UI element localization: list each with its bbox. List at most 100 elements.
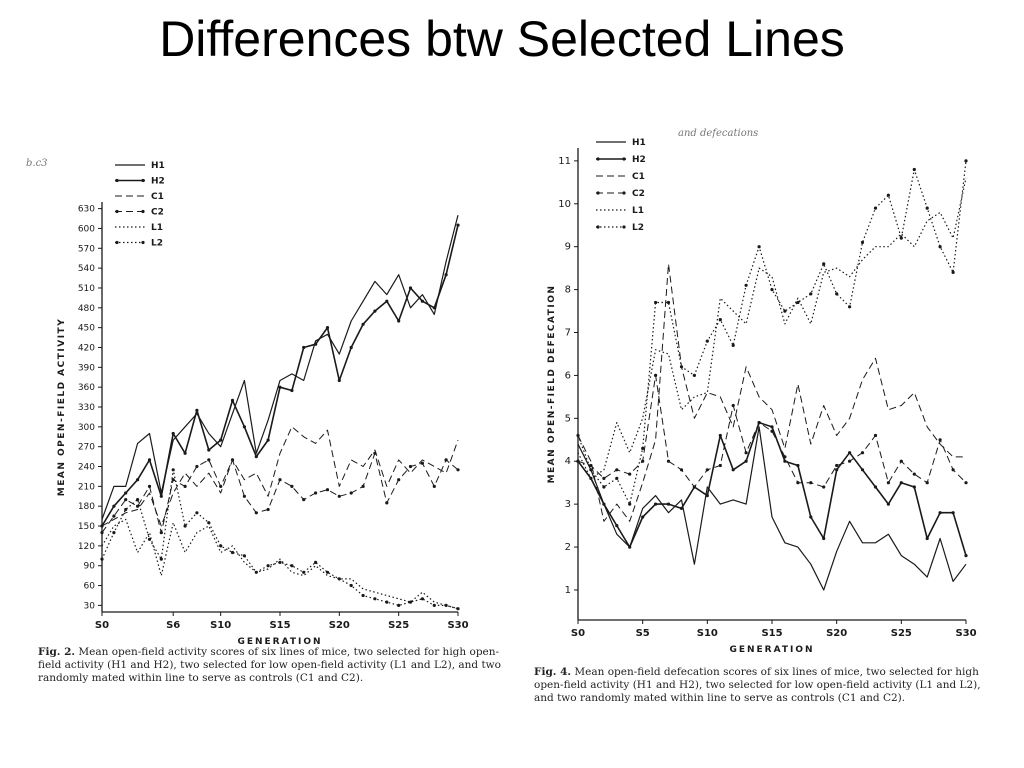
data-point-h2	[951, 511, 955, 515]
data-point-c2	[925, 481, 929, 485]
data-point-l2	[951, 270, 955, 274]
legend-marker	[622, 191, 626, 195]
data-point-l2	[432, 603, 436, 607]
x-tick-label: S0	[95, 620, 109, 631]
data-point-l2	[886, 193, 890, 197]
data-point-h2	[432, 306, 436, 310]
data-point-c2	[628, 472, 632, 476]
data-point-c2	[692, 485, 696, 489]
data-point-h2	[373, 309, 377, 313]
legend-label-c2: C2	[632, 189, 645, 199]
y-tick-label: 300	[78, 423, 95, 433]
data-point-h2	[809, 515, 813, 519]
data-point-c2	[159, 531, 163, 535]
data-point-c2	[899, 459, 903, 463]
data-point-l2	[835, 292, 839, 296]
data-point-h2	[397, 319, 401, 323]
data-point-c2	[783, 455, 787, 459]
y-tick-label: 150	[78, 522, 95, 532]
scan-annotation: and defecations	[678, 128, 759, 139]
x-tick-label: S15	[761, 628, 782, 639]
data-point-c2	[171, 478, 175, 482]
data-point-c2	[809, 481, 813, 485]
data-point-c2	[886, 481, 890, 485]
data-point-h2	[171, 431, 175, 436]
data-point-c2	[207, 458, 211, 462]
y-tick-label: 1	[565, 585, 571, 596]
legend-marker	[596, 225, 600, 229]
data-point-l2	[589, 468, 593, 472]
data-point-l2	[912, 167, 916, 172]
data-point-l2	[628, 502, 632, 506]
data-point-c2	[444, 458, 448, 462]
data-point-l2	[207, 521, 211, 525]
data-point-l2	[654, 300, 658, 305]
x-tick-label: S0	[571, 628, 585, 639]
legend-marker	[622, 225, 626, 229]
data-point-h2	[938, 511, 942, 515]
data-point-h2	[385, 299, 389, 303]
data-point-c2	[397, 478, 401, 482]
x-tick-label: S30	[447, 620, 468, 631]
data-point-c2	[654, 373, 658, 377]
data-point-h2	[770, 425, 774, 429]
data-point-c2	[705, 468, 709, 472]
series-line-h1	[577, 426, 967, 591]
data-point-h2	[266, 438, 270, 442]
data-point-h2	[230, 398, 235, 402]
data-point-l2	[718, 318, 722, 322]
data-point-h2	[679, 506, 684, 510]
legend-marker	[141, 209, 145, 214]
data-point-l2	[731, 343, 735, 347]
data-point-c2	[147, 484, 152, 488]
data-point-h2	[641, 515, 645, 519]
data-point-h2	[325, 326, 330, 330]
data-point-l2	[278, 560, 282, 564]
y-tick-label: 90	[84, 562, 96, 572]
data-point-h2	[822, 536, 826, 541]
data-point-c2	[254, 511, 258, 515]
data-point-l2	[266, 564, 270, 568]
data-point-h2	[124, 491, 128, 495]
data-point-l2	[692, 373, 696, 377]
y-tick-label: 7	[565, 328, 571, 339]
series-line-l1	[101, 518, 459, 610]
data-point-c2	[373, 451, 377, 455]
data-point-h2	[886, 502, 890, 506]
series-line-c1	[577, 263, 966, 522]
data-point-l2	[783, 309, 787, 313]
data-point-c2	[615, 468, 619, 472]
data-point-c2	[266, 507, 270, 512]
data-point-l2	[444, 603, 448, 607]
legend-label-h2: H2	[151, 177, 165, 187]
legend-label-h1: H1	[632, 138, 646, 148]
data-point-l2	[705, 339, 709, 343]
legend-marker	[115, 209, 119, 214]
legend-label-l1: L1	[632, 206, 644, 216]
x-tick-label: S25	[388, 620, 409, 631]
y-tick-label: 390	[78, 363, 95, 373]
data-point-l2	[420, 597, 424, 601]
data-point-l2	[290, 564, 294, 568]
y-tick-label: 270	[78, 443, 95, 453]
data-point-l2	[899, 236, 903, 240]
y-tick-label: 11	[558, 156, 571, 167]
data-point-h2	[349, 345, 353, 350]
data-point-h2	[796, 463, 800, 468]
y-tick-label: 360	[78, 383, 95, 393]
data-point-c2	[770, 429, 774, 433]
legend-label-c2: C2	[151, 208, 164, 218]
defecation-figure: and defecations 1 2 3 4 5 6 7 8 9 10 11 S0 S5 S10 S15 S…	[528, 122, 1004, 722]
data-point-c2	[136, 504, 140, 508]
data-point-h2	[705, 494, 709, 498]
scan-annotation: b.c3	[26, 158, 48, 169]
legend-label-l2: L2	[151, 239, 163, 249]
data-point-h2	[654, 502, 658, 506]
data-point-l2	[112, 531, 116, 535]
data-point-l2	[809, 292, 813, 296]
y-axis-label: MEAN OPEN-FIELD DEFECATION	[547, 285, 557, 484]
data-point-h2	[860, 468, 865, 472]
data-point-h2	[964, 554, 968, 558]
data-point-l2	[230, 550, 235, 555]
data-point-c2	[420, 461, 424, 465]
